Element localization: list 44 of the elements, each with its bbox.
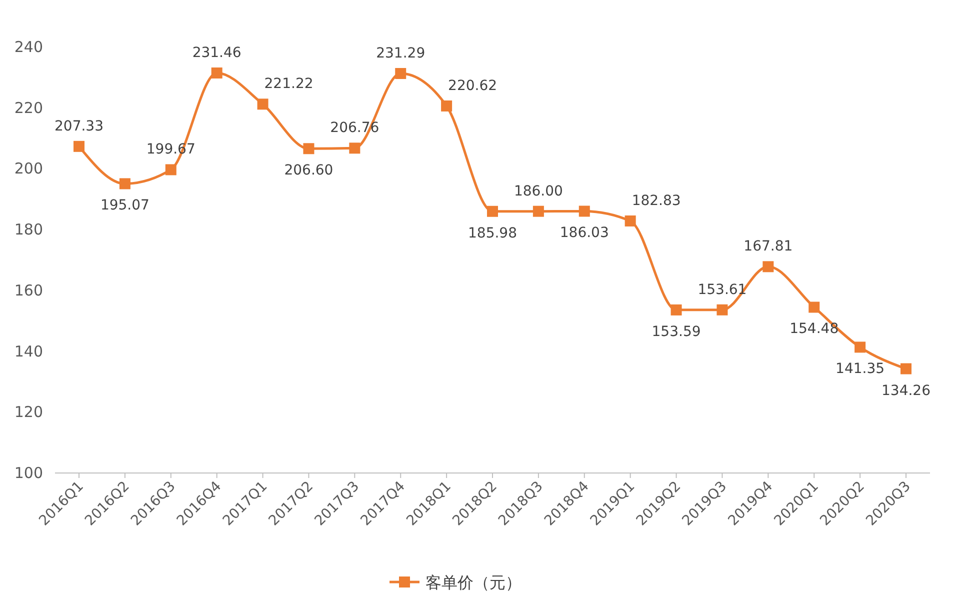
point [119, 178, 130, 190]
point [624, 215, 636, 226]
data-label: 153.59 [652, 324, 701, 340]
data-label: 154.48 [790, 321, 839, 338]
data-label: 167.81 [744, 238, 793, 255]
y-tick-label: 240 [14, 38, 43, 56]
data-label: 207.33 [54, 118, 104, 134]
point [900, 363, 912, 374]
data-label: 206.60 [284, 162, 334, 179]
data-label: 141.35 [836, 361, 885, 378]
point [762, 261, 774, 272]
y-tick-label: 120 [14, 403, 43, 422]
y-tick-label: 220 [14, 98, 43, 117]
point [74, 140, 84, 152]
point [257, 98, 268, 110]
y-tick-label: 200 [14, 160, 43, 178]
point [854, 342, 866, 353]
point [211, 67, 222, 78]
point [578, 206, 590, 217]
point [441, 100, 452, 112]
data-label: 186.03 [560, 225, 609, 242]
data-label: 182.83 [632, 192, 681, 209]
data-label: 186.00 [514, 183, 563, 200]
y-tick-label: 100 [14, 464, 43, 482]
point [349, 142, 360, 154]
data-label: 220.62 [448, 78, 498, 94]
point [716, 304, 728, 316]
point [303, 143, 314, 154]
data-label: 134.26 [882, 382, 931, 399]
data-label: 231.29 [376, 46, 426, 62]
point [395, 68, 406, 80]
point [808, 302, 820, 313]
y-tick-label: 160 [14, 281, 43, 300]
point [670, 304, 682, 316]
legend-label: 客单价（元） [426, 573, 522, 592]
point [532, 206, 544, 217]
data-label: 185.98 [468, 225, 517, 242]
data-label: 231.46 [192, 44, 242, 61]
data-label: 195.07 [100, 198, 150, 214]
y-tick-label: 140 [14, 342, 43, 360]
point [487, 206, 498, 217]
point [165, 164, 176, 176]
y-tick-label: 180 [14, 220, 43, 239]
data-label: 221.22 [264, 76, 314, 92]
